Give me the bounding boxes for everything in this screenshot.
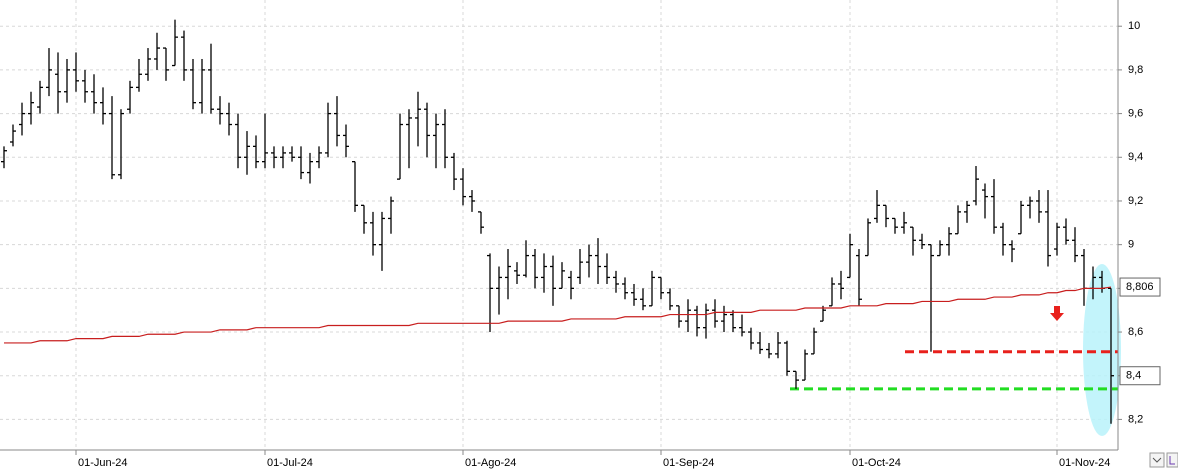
close-last-label: 8,4 bbox=[1126, 370, 1141, 382]
moving-average bbox=[4, 286, 1112, 344]
x-tick-label: 01-Jul-24 bbox=[267, 457, 313, 469]
levels bbox=[790, 350, 1118, 391]
menu-button[interactable] bbox=[1166, 452, 1178, 468]
y-tick-label: 9 bbox=[1128, 239, 1134, 251]
x-tick-label: 01-Oct-24 bbox=[852, 457, 901, 469]
y-tick-label: 8,6 bbox=[1128, 326, 1143, 338]
y-tick-label: 9,4 bbox=[1128, 151, 1143, 163]
y-tick-label: 8,2 bbox=[1128, 413, 1143, 425]
axis-labels: 8,28,48,68,899,29,49,69,81001-Jun-2401-J… bbox=[75, 20, 1161, 469]
y-tick-label: 10 bbox=[1128, 20, 1140, 32]
ma-last-label-box bbox=[1119, 277, 1161, 297]
menu-icon bbox=[1169, 456, 1175, 465]
y-tick-label: 9,6 bbox=[1128, 107, 1143, 119]
zoom-button[interactable] bbox=[1149, 452, 1165, 468]
y-tick-label: 9,2 bbox=[1128, 195, 1143, 207]
bars bbox=[1, 19, 1114, 424]
ma-last-label: 8,806 bbox=[1126, 281, 1154, 293]
grid bbox=[0, 0, 1118, 450]
close-last-label-box bbox=[1119, 366, 1161, 386]
x-tick-label: 01-Jun-24 bbox=[78, 457, 128, 469]
x-tick-label: 01-Ago-24 bbox=[465, 457, 516, 469]
y-tick-label: 9,8 bbox=[1128, 64, 1143, 76]
zoom-icon bbox=[1152, 457, 1162, 463]
x-tick-label: 01-Sep-24 bbox=[663, 457, 714, 469]
x-tick-label: 01-Nov-24 bbox=[1059, 457, 1110, 469]
down-arrow bbox=[1050, 306, 1064, 321]
